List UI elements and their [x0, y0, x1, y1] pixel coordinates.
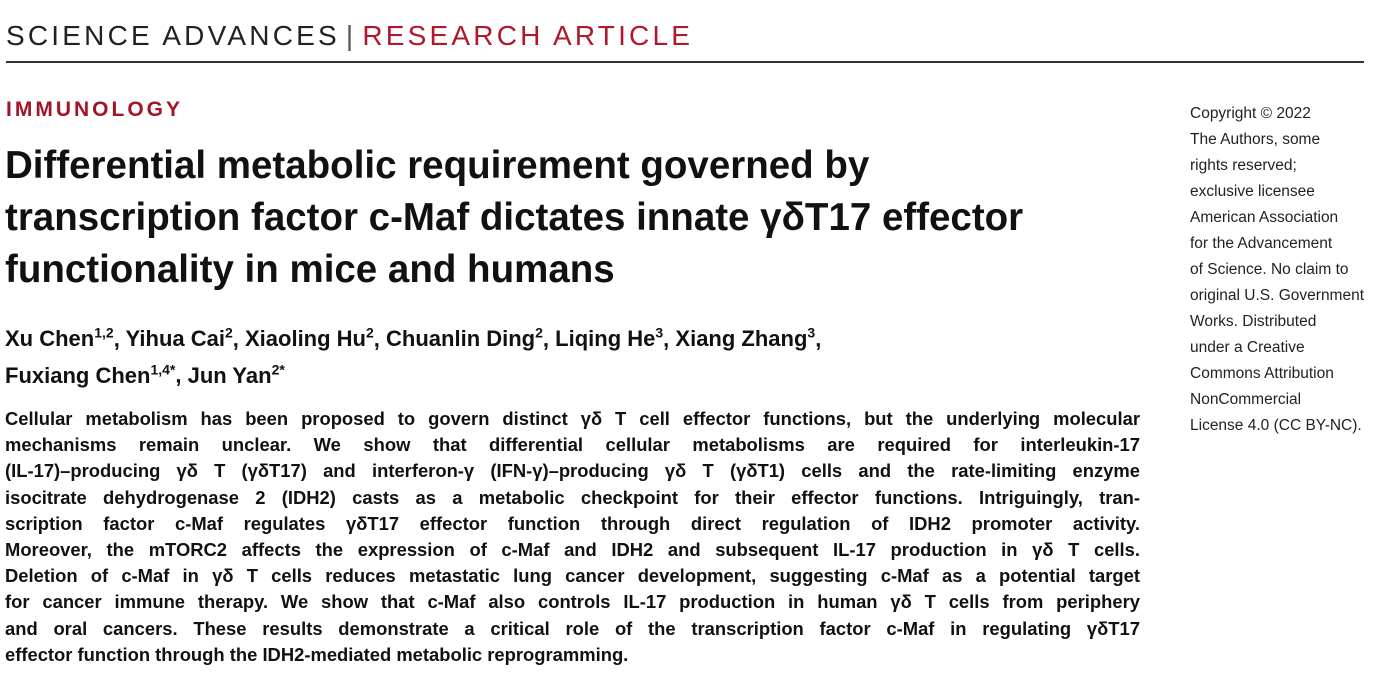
copyright-line: NonCommercial [1190, 391, 1302, 408]
author-name: Yihua Cai [125, 326, 225, 352]
author-name: Liqing He [555, 326, 656, 352]
journal-header: SCIENCE ADVANCES | RESEARCH ARTICLE [6, 20, 693, 52]
abstract-line: Moreover, the mTORC2 affects the express… [5, 539, 1140, 561]
header-separator: | [345, 20, 357, 51]
article-type: RESEARCH ARTICLE [362, 20, 694, 51]
author[interactable]: Jun Yan2* [187, 361, 285, 388]
copyright-line: The Authors, some [1190, 131, 1321, 148]
author-name: Fuxiang Chen [5, 362, 151, 388]
copyright-line: Works. Distributed [1190, 313, 1317, 330]
section-label: IMMUNOLOGY [6, 98, 183, 121]
copyright-line: under a Creative [1190, 339, 1305, 356]
author-sep: , [175, 362, 188, 388]
copyright-line: original U.S. Government [1190, 287, 1365, 304]
author-sep: , [663, 326, 676, 352]
author-sep: , [542, 326, 556, 352]
title-line: Differential metabolic requirement gover… [5, 144, 870, 187]
title-line: functionality in mice and humans [5, 248, 615, 291]
copyright-line: of Science. No claim to [1190, 261, 1349, 278]
abstract-line: and oral cancers. These results demonstr… [5, 617, 1140, 639]
title-line: transcription factor c-Maf dictates inna… [5, 196, 1024, 239]
copyright-line: Copyright © 2022 [1190, 105, 1311, 122]
author[interactable]: Xiang Zhang3 [675, 325, 816, 352]
author[interactable]: Liqing He3 [555, 325, 664, 352]
copyright-line: Commons Attribution [1190, 365, 1334, 382]
author-sep: , [113, 326, 126, 352]
author-name: Jun Yan [187, 362, 272, 388]
author-sep: , [373, 326, 387, 352]
copyright-line: for the Advancement [1190, 235, 1333, 252]
author-affiliation: 2 [535, 325, 543, 341]
abstract-line: mechanisms remain unclear. We show that … [5, 434, 1140, 456]
copyright-line: License 4.0 (CC BY-NC). [1190, 417, 1362, 434]
abstract: Cellular metabolism has been proposed to… [5, 406, 1140, 668]
author[interactable]: Fuxiang Chen1,4* [5, 361, 176, 388]
author-name: Xiaoling Hu [245, 326, 366, 352]
journal-name: SCIENCE ADVANCES [6, 20, 340, 51]
abstract-line: Deletion of c-Maf in γδ T cells reduces … [5, 565, 1140, 587]
author-affiliation: 3 [655, 325, 664, 341]
abstract-line: effector function through the IDH2-media… [5, 643, 629, 665]
article-title: Differential metabolic requirement gover… [5, 140, 1023, 296]
author-list: Xu Chen1,2, Yihua Cai2, Xiaoling Hu2, Ch… [5, 318, 821, 391]
author-affiliation: 2* [271, 361, 285, 378]
author-affiliation: 2 [366, 325, 374, 341]
header-rule [6, 61, 1364, 63]
copyright-line: rights reserved; [1190, 157, 1297, 174]
abstract-line: Cellular metabolism has been proposed to… [5, 408, 1140, 429]
author-affiliation: 1,4* [150, 361, 176, 378]
author-name: Xu Chen [5, 326, 95, 352]
copyright-notice: Copyright © 2022 The Authors, some right… [1190, 101, 1370, 439]
author[interactable]: Xu Chen1,2 [5, 325, 114, 352]
author[interactable]: Chuanlin Ding2 [386, 325, 543, 352]
author-affiliation: 2 [224, 325, 233, 341]
copyright-line: American Association [1190, 209, 1339, 226]
abstract-line: isocitrate dehydrogenase 2 (IDH2) casts … [5, 486, 1140, 508]
author[interactable]: Yihua Cai2 [125, 325, 233, 352]
author-name: Xiang Zhang [675, 326, 808, 352]
author-sep: , [232, 326, 245, 352]
copyright-line: exclusive licensee [1190, 183, 1315, 200]
author-name: Chuanlin Ding [386, 326, 536, 352]
author-affiliation: 3 [807, 325, 816, 341]
abstract-line: for cancer immune therapy. We show that … [5, 591, 1140, 613]
author-affiliation: 1,2 [94, 325, 114, 341]
author[interactable]: Xiaoling Hu2 [245, 325, 374, 352]
author-sep: , [815, 326, 822, 352]
abstract-line: scription factor c-Maf regulates γδT17 e… [5, 512, 1140, 534]
abstract-line: (IL-17)–producing γδ T (γδT17) and inter… [5, 460, 1140, 482]
